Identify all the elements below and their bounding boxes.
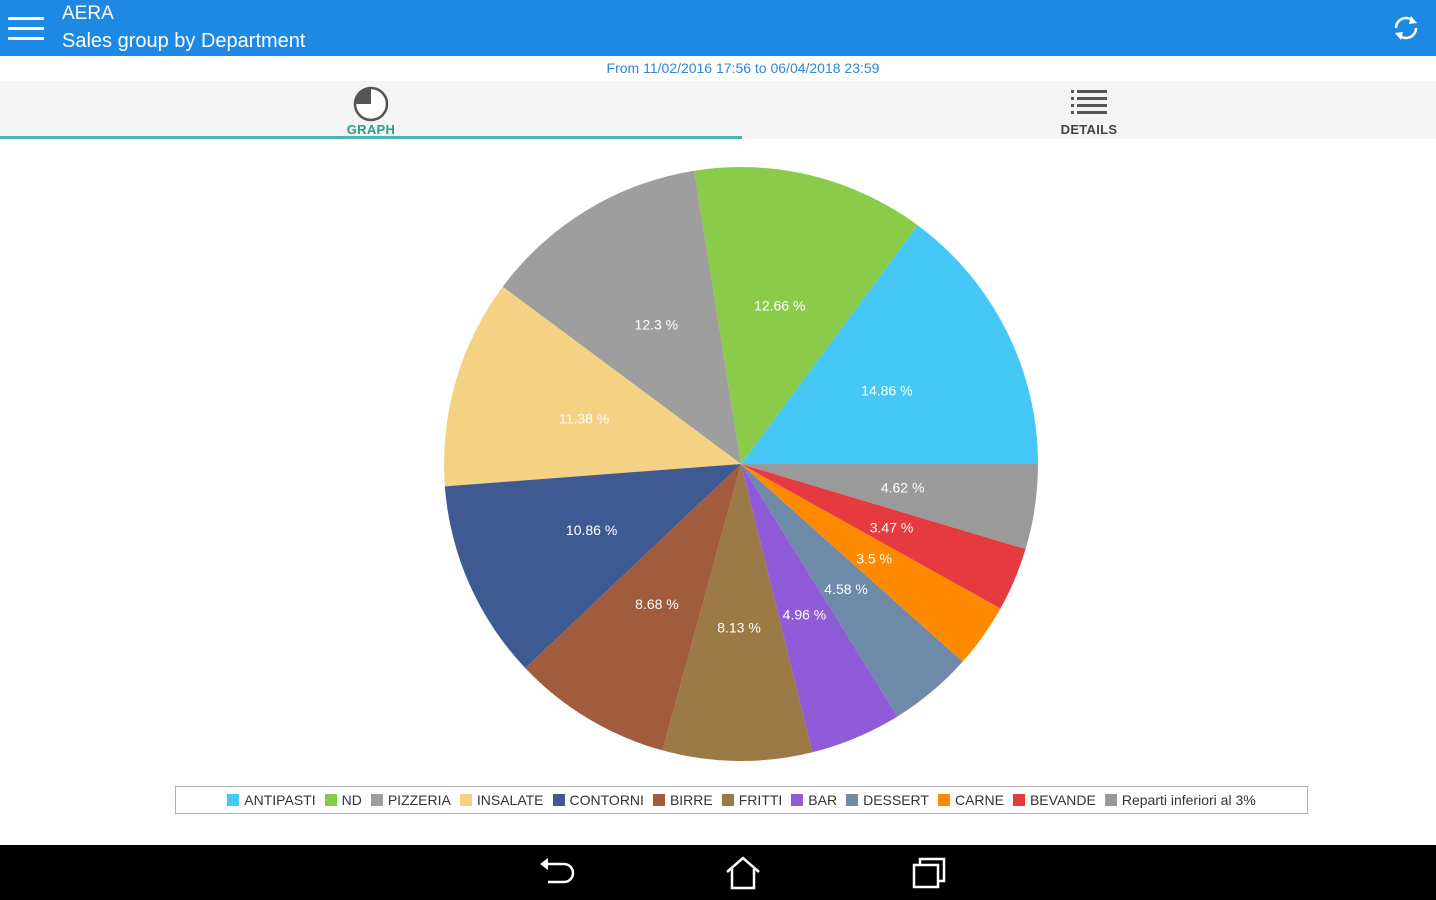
list-icon: [1069, 84, 1109, 125]
legend-label: Reparti inferiori al 3%: [1121, 792, 1256, 808]
slice-value-label: 8.68 %: [635, 596, 679, 612]
legend-label: PIZZERIA: [387, 792, 451, 808]
home-icon[interactable]: [723, 855, 763, 891]
slice-value-label: 4.58 %: [824, 581, 868, 597]
slice-value-label: 3.5 %: [856, 551, 892, 567]
pie-slice-antipasti[interactable]: [741, 225, 1038, 464]
legend-item: PIZZERIA: [370, 792, 451, 808]
legend-swatch: [652, 794, 665, 806]
pie-slice-bevande[interactable]: [741, 464, 1026, 609]
legend-swatch: [937, 794, 950, 806]
system-navigation-bar: [0, 845, 1436, 900]
legend-label: DESSERT: [863, 792, 929, 808]
pie-slice-pizzeria[interactable]: [502, 170, 741, 464]
legend-item: Reparti inferiori al 3%: [1104, 792, 1256, 808]
legend-label: ANTIPASTI: [244, 792, 316, 808]
tab-graph-label: GRAPH: [346, 122, 396, 137]
pie-slice-bar[interactable]: [741, 464, 898, 753]
pie-chart: 14.86 % 12.66 % 12.3 % 11.38 % 10.86 % 8.68 %…: [444, 167, 1038, 761]
legend-swatch: [1012, 794, 1025, 806]
legend-swatch: [1104, 794, 1117, 806]
legend-item: CARNE: [937, 792, 1004, 808]
pie-slice-contorni[interactable]: [444, 464, 741, 669]
legend-label: INSALATE: [476, 792, 544, 808]
legend-swatch: [846, 794, 859, 806]
slice-value-label: 4.96 %: [783, 607, 827, 623]
legend-item: BAR: [791, 792, 837, 808]
slice-value-label: 12.3 %: [635, 316, 679, 332]
app-bar: AERA Sales group by Department: [0, 0, 1436, 56]
slice-value-label: 8.13 %: [717, 619, 761, 635]
legend-swatch: [227, 794, 240, 806]
tab-details[interactable]: DETAILS: [742, 81, 1436, 139]
legend-item: ND: [324, 792, 362, 808]
slice-value-label: 12.66 %: [754, 297, 805, 313]
legend-swatch: [791, 794, 804, 806]
pie-slice-birre[interactable]: [525, 464, 741, 751]
legend-label: BAR: [808, 792, 838, 808]
pie-slice-insalate[interactable]: [444, 286, 741, 487]
legend-item: CONTORNI: [552, 792, 644, 808]
pie-slice-reparti-inferiori-al-3-[interactable]: [741, 464, 1038, 550]
date-range-label: From 11/02/2016 17:56 to 06/04/2018 23:5…: [606, 60, 880, 76]
slice-value-label: 11.38 %: [559, 411, 609, 427]
legend-item: ANTIPASTI: [227, 792, 316, 808]
legend-label: BIRRE: [669, 792, 713, 808]
legend-swatch: [324, 794, 337, 806]
legend-item: BEVANDE: [1012, 792, 1096, 808]
slice-value-label: 3.47 %: [870, 520, 914, 536]
tab-bar: GRAPH DETAILS: [0, 81, 1436, 139]
legend-label: ND: [341, 792, 362, 808]
legend-swatch: [552, 794, 565, 806]
chart-legend: ANTIPASTI ND PIZZERIA INSALATE CONTORNI BIRRE…: [175, 786, 1308, 814]
legend-label: FRITTI: [738, 792, 783, 808]
tab-graph[interactable]: GRAPH: [0, 81, 742, 139]
legend-swatch: [721, 794, 734, 806]
slice-value-label: 10.86 %: [566, 522, 617, 538]
legend-label: CARNE: [954, 792, 1004, 808]
legend-item: BIRRE: [652, 792, 713, 808]
tab-details-label: DETAILS: [1060, 122, 1118, 137]
legend-label: BEVANDE: [1029, 792, 1096, 808]
pie-slice-carne[interactable]: [741, 464, 1001, 662]
pie-slice-nd[interactable]: [694, 167, 918, 464]
pie-chart-icon: [351, 84, 391, 127]
legend-label: CONTORNI: [569, 792, 644, 808]
legend-item: DESSERT: [846, 792, 929, 808]
pie-slice-dessert[interactable]: [741, 464, 963, 717]
legend-swatch: [370, 794, 383, 806]
legend-swatch: [459, 794, 472, 806]
slice-value-label: 4.62 %: [881, 480, 925, 496]
pie-slice-fritti[interactable]: [662, 464, 813, 761]
hamburger-menu-icon[interactable]: [8, 12, 48, 44]
active-tab-indicator: [0, 136, 742, 139]
back-icon[interactable]: [536, 855, 576, 891]
legend-item: INSALATE: [459, 792, 544, 808]
slice-value-label: 14.86 %: [861, 382, 912, 398]
recent-apps-icon[interactable]: [910, 855, 950, 891]
page-subtitle: Sales group by Department: [62, 30, 306, 52]
app-title: AERA: [62, 3, 114, 24]
refresh-icon[interactable]: [1390, 12, 1422, 44]
legend-item: FRITTI: [721, 792, 783, 808]
